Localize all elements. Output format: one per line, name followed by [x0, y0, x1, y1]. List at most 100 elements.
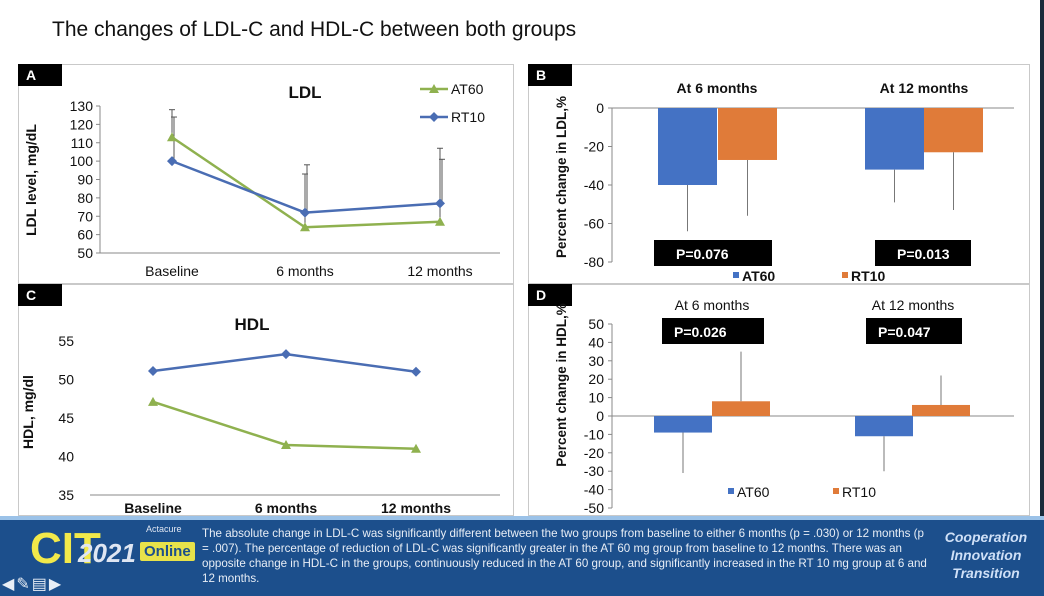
menu-icon[interactable]: ▤: [31, 576, 49, 593]
hdl-y-tick-label: 45: [58, 410, 74, 426]
ldl-p-value-text: P=0.076: [676, 246, 729, 262]
hdl-change-y-tick-label: -10: [584, 426, 604, 442]
ldl-point-rt10: [300, 207, 310, 218]
hdl-change-y-tick-label: 40: [588, 334, 604, 350]
hdl-change-y-axis-title: Percent change in HDL,%: [554, 303, 569, 467]
ldl-series-line-rt10: [171, 159, 441, 214]
presentation-toolbar: ◀✎▤▶: [2, 574, 63, 594]
ldl-chart-title: LDL: [288, 83, 321, 102]
ldl-change-legend-label-rt10: RT10: [851, 268, 885, 284]
ldl-change-legend-swatch-at60: [733, 272, 739, 278]
next-arrow-icon[interactable]: ▶: [48, 576, 64, 593]
hdl-y-tick-label: 50: [58, 372, 74, 388]
ldl-legend-marker-at60: [429, 84, 439, 93]
ldl-point-at60: [167, 132, 177, 142]
ldl-legend-label-at60: AT60: [451, 81, 484, 97]
previous-arrow-icon[interactable]: ◀: [2, 576, 17, 593]
ldl-change-legend-swatch-rt10: [842, 272, 848, 278]
hdl-change-y-tick-label: 30: [588, 353, 604, 369]
ldl-change-bar-at60: [865, 108, 924, 170]
ldl-change-group-title: At 6 months: [677, 80, 758, 96]
footer-accent-line: [0, 516, 1044, 520]
slide: The changes of LDL-C and HDL-C between b…: [0, 0, 1040, 516]
hdl-y-tick-label: 40: [58, 449, 74, 465]
ldl-change-y-tick-label: -80: [584, 254, 604, 270]
ldl-legend-label-rt10: RT10: [451, 109, 485, 125]
tagline-innovation: Innovation: [950, 547, 1022, 563]
panel-label-d: D: [528, 284, 572, 306]
ldl-x-tick-label: 6 months: [276, 263, 334, 279]
hdl-series-line-at60: [152, 400, 417, 451]
hdl-y-tick-label: 35: [58, 487, 74, 503]
panel-label-b: B: [528, 64, 572, 86]
ldl-x-tick-label: 12 months: [407, 263, 472, 279]
hdl-change-legend-label-rt10: RT10: [842, 484, 876, 500]
ldl-point-rt10: [167, 156, 177, 167]
hdl-change-bar-at60: [654, 416, 712, 433]
hdl-chart-title: HDL: [235, 315, 270, 334]
tagline-cooperation: Cooperation: [944, 529, 1028, 545]
tagline-transition: Transition: [952, 565, 1020, 581]
ldl-change-y-tick-label: -60: [584, 216, 604, 232]
ldl-y-tick-label: 130: [70, 98, 94, 114]
ldl-change-y-tick-label: 0: [596, 100, 604, 116]
ldl-change-bar-rt10: [924, 108, 983, 153]
hdl-change-group-title: At 12 months: [872, 297, 955, 313]
panel-label-a: A: [18, 64, 62, 86]
hdl-point-at60: [411, 443, 421, 453]
online-badge: Online: [140, 542, 195, 561]
ldl-y-tick-label: 70: [77, 208, 93, 224]
hdl-point-rt10: [281, 349, 291, 360]
hdl-point-rt10: [148, 366, 158, 377]
hdl-change-y-tick-label: -40: [584, 482, 604, 498]
hdl-y-axis-title: HDL, mg/dl: [20, 375, 36, 449]
ldl-y-tick-label: 60: [77, 227, 93, 243]
cit-logo: CIT: [30, 524, 101, 573]
ldl-y-tick-label: 50: [77, 245, 93, 261]
ldl-point-at60: [300, 222, 310, 232]
hdl-point-at60: [281, 439, 291, 449]
ldl-point-at60: [435, 216, 445, 226]
ldl-change-y-axis-title: Percent change in LDL,%: [554, 96, 569, 258]
hdl-change-legend-label-at60: AT60: [737, 484, 770, 500]
hdl-change-y-tick-label: 50: [588, 316, 604, 332]
hdl-change-legend-swatch-rt10: [833, 488, 839, 494]
hdl-x-tick-label: 12 months: [381, 500, 451, 516]
tagline: Cooperation Innovation Transition: [936, 528, 1036, 582]
hdl-change-group-title: At 6 months: [675, 297, 750, 313]
ldl-x-tick-label: Baseline: [145, 263, 199, 279]
hdl-change-y-tick-label: 10: [588, 390, 604, 406]
hdl-p-value-text: P=0.026: [674, 324, 727, 340]
hdl-x-tick-label: Baseline: [124, 500, 182, 516]
hdl-p-value-box: [866, 318, 962, 344]
ldl-change-bar-rt10: [718, 108, 777, 160]
ldl-y-axis-title: LDL level, mg/dL: [23, 124, 39, 236]
ldl-change-y-tick-label: -20: [584, 139, 604, 155]
hdl-point-rt10: [411, 366, 421, 377]
ldl-change-legend-label-at60: AT60: [742, 268, 775, 284]
panel-d-frame: [528, 284, 1030, 516]
ldl-y-tick-label: 90: [77, 172, 93, 188]
hdl-p-value-text: P=0.047: [878, 324, 931, 340]
ldl-change-group-title: At 12 months: [880, 80, 969, 96]
ldl-change-y-tick-label: -40: [584, 177, 604, 193]
ldl-p-value-box: [875, 240, 971, 266]
hdl-change-y-tick-label: -50: [584, 500, 604, 516]
ldl-p-value-box: [654, 240, 772, 266]
footer-banner: CIT 2021 Actacure Online The absolute ch…: [0, 516, 1044, 596]
ldl-y-tick-label: 120: [70, 116, 94, 132]
hdl-y-tick-label: 55: [58, 333, 74, 349]
ldl-y-tick-label: 80: [77, 190, 93, 206]
ldl-point-rt10: [435, 198, 445, 209]
summary-text: The absolute change in LDL-C was signifi…: [202, 527, 927, 585]
ldl-change-bar-at60: [658, 108, 717, 185]
hdl-p-value-box: [662, 318, 764, 344]
pen-icon[interactable]: ✎: [16, 576, 32, 593]
slide-title: The changes of LDL-C and HDL-C between b…: [52, 18, 577, 41]
hdl-x-tick-label: 6 months: [255, 500, 317, 516]
hdl-change-bar-rt10: [912, 404, 970, 416]
hdl-change-y-tick-label: -30: [584, 463, 604, 479]
hdl-change-y-tick-label: -20: [584, 445, 604, 461]
hdl-change-legend-swatch-at60: [728, 488, 734, 494]
